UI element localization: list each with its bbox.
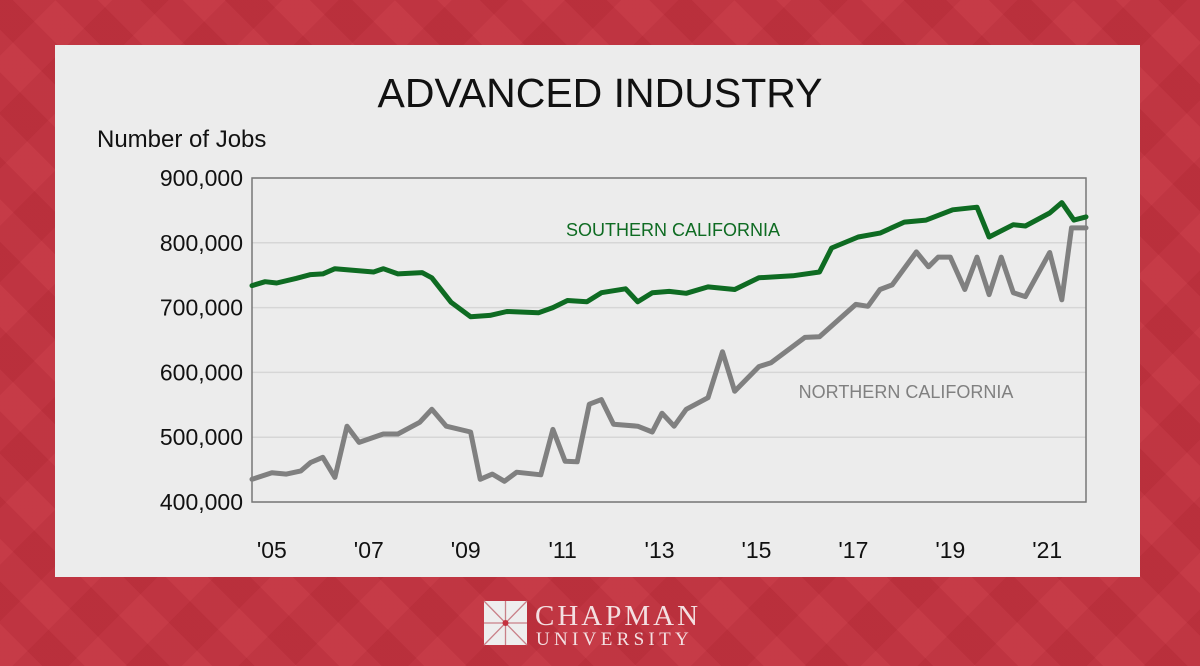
y-tick-label: 800,000 (160, 230, 243, 256)
plot-frame (251, 177, 1087, 503)
x-tick-label: '05 (257, 537, 287, 563)
x-tick-label: '07 (354, 537, 384, 563)
y-tick-label: 700,000 (160, 295, 243, 321)
logo-chapman: CHAPMAN (535, 600, 701, 632)
series-lines (249, 200, 1089, 484)
series-line-northern-california (249, 225, 1089, 484)
legend-northern-california: NORTHERN CALIFORNIA (799, 382, 1014, 402)
x-tick-label: '11 (548, 537, 576, 563)
y-tick-label: 600,000 (160, 359, 243, 385)
x-tick-label: '21 (1032, 537, 1062, 563)
x-tick-label: '19 (935, 537, 965, 563)
x-tick-label: '09 (451, 537, 481, 563)
chart-title: ADVANCED INDUSTRY (378, 70, 823, 116)
y-axis-label: Number of Jobs (97, 126, 266, 153)
chapman-logo: CHAPMAN UNIVERSITY (483, 600, 701, 650)
x-tick-label: '15 (741, 537, 771, 563)
x-tick-label: '13 (645, 537, 675, 563)
series-line-southern-california (249, 200, 1089, 320)
y-tick-label: 900,000 (160, 165, 243, 191)
y-tick-label: 400,000 (160, 489, 243, 515)
x-ticks: '05 '07 '09 '11 '13 '15 '17 '19 '21 (257, 537, 1062, 563)
chart-card (55, 45, 1140, 577)
x-tick-label: '17 (838, 537, 868, 563)
legend-southern-california: SOUTHERN CALIFORNIA (566, 220, 780, 240)
logo-university: UNIVERSITY (536, 629, 693, 650)
y-tick-label: 500,000 (160, 424, 243, 450)
y-ticks: 900,000 800,000 700,000 600,000 500,000 400,0… (160, 165, 243, 515)
